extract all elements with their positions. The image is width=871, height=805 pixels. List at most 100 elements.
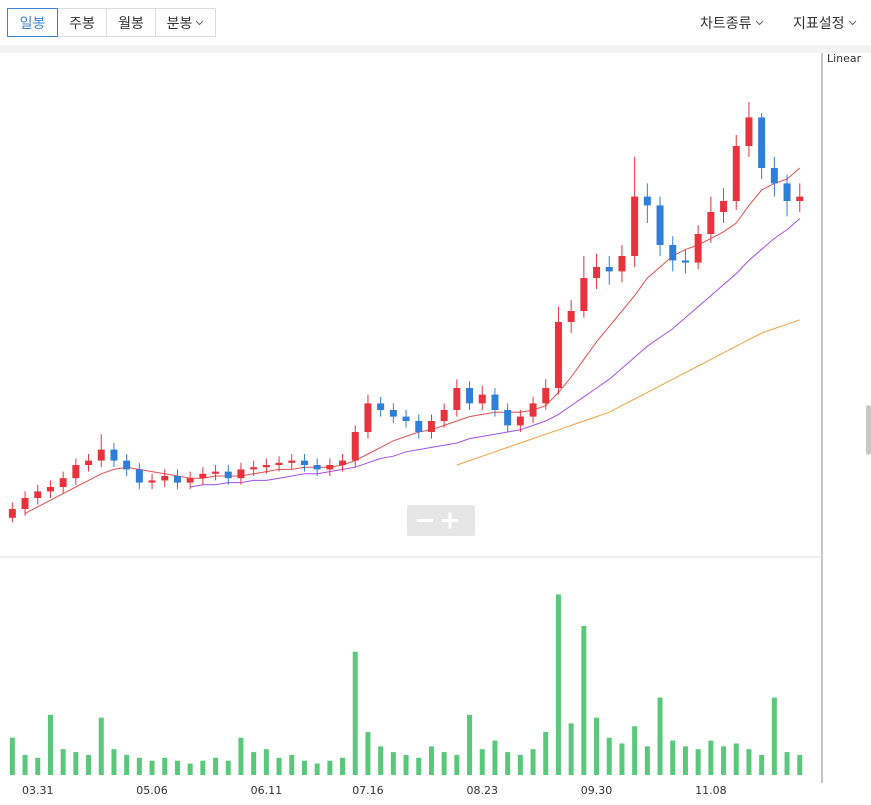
scale-label: Linear [827, 53, 862, 65]
volume-bar [708, 740, 714, 775]
candle-body [250, 467, 258, 470]
candle-body [364, 403, 372, 432]
volume-bar [492, 740, 498, 775]
volume-bar [543, 732, 549, 775]
scroll-handle[interactable] [866, 405, 871, 455]
volume-bar [187, 763, 193, 775]
chart-type-button[interactable]: 차트종류 [700, 8, 764, 37]
period-label: 일봉 [19, 15, 46, 32]
chevron [755, 20, 763, 25]
candle-body [8, 509, 16, 518]
x-tick-label: 05.06 [136, 784, 168, 797]
candle-body [605, 267, 613, 272]
volume-bar [111, 749, 117, 775]
period-button[interactable]: 분봉 [155, 8, 216, 37]
candle-body [478, 394, 486, 404]
candle-body [288, 460, 296, 463]
volume-bar [289, 754, 295, 775]
indicator-line [190, 218, 801, 488]
volume-bar [136, 757, 142, 775]
chart: 03.31 05.06 06.11 07.16 08.23 09.30 11.08 Line… [0, 53, 862, 797]
candle-body [34, 491, 42, 498]
volume-bar [505, 752, 511, 775]
candle-body [669, 245, 677, 261]
period-button[interactable]: 월봉 [106, 8, 156, 37]
candle-body [440, 410, 448, 421]
chevron [848, 20, 856, 25]
candle-body [694, 234, 702, 263]
candle-body [224, 471, 232, 479]
candle-body [275, 462, 283, 465]
toolbar: 일봉 주봉 월봉 분봉 차트종류 지표설정 [0, 0, 871, 45]
candle-body [427, 421, 435, 432]
volume-bar [47, 714, 53, 775]
candle-body [173, 476, 181, 483]
candle-body [681, 260, 689, 263]
candle-body [796, 196, 804, 201]
volume-bar [771, 697, 777, 775]
volume-bar [632, 726, 638, 775]
volume-bar [530, 749, 536, 775]
menu-label: 차트종류 [700, 15, 752, 32]
volume-bar [759, 754, 765, 775]
volume-bar [98, 717, 104, 775]
period-button[interactable]: 주봉 [57, 8, 107, 37]
volume-bar [644, 746, 650, 775]
volume-bar [479, 749, 485, 775]
volume-bar [263, 749, 269, 775]
volume-bar [441, 752, 447, 775]
volume-bar [314, 763, 320, 775]
volume-bar [403, 754, 409, 775]
volume-bar [746, 749, 752, 775]
x-tick-label: 11.08 [695, 784, 727, 797]
candle-body [402, 416, 410, 421]
volume-bar [124, 754, 130, 775]
candle-body [618, 256, 626, 272]
volume-bar [428, 746, 434, 775]
candle-body [554, 322, 562, 388]
candle-body [72, 465, 80, 479]
candle-body [59, 478, 67, 487]
volume-bar [467, 714, 473, 775]
candle-body [656, 205, 664, 245]
period-button[interactable]: 일봉 [7, 8, 58, 37]
candle-body [453, 388, 461, 410]
candle-body [148, 480, 156, 483]
volume-bar [251, 752, 257, 775]
indicator-line [456, 319, 800, 466]
x-tick-label: 09.30 [581, 784, 613, 797]
candle-body [542, 388, 550, 404]
candle-body [313, 465, 321, 470]
volume-bar [682, 746, 688, 775]
volume-bar [378, 746, 384, 775]
volume-bar [721, 746, 727, 775]
candle-body [580, 278, 588, 311]
volume-bar [568, 723, 574, 775]
x-tick-label: 07.16 [352, 784, 384, 797]
candle-body [97, 449, 105, 461]
zoom-control [407, 505, 475, 536]
volume-bar [365, 732, 371, 775]
volume-bar [73, 752, 79, 775]
candle-body [504, 410, 512, 426]
volume-bar [657, 697, 663, 775]
candle-body [707, 212, 715, 234]
x-tick-label: 08.23 [467, 784, 499, 797]
candle-body [720, 201, 728, 212]
candle-body [300, 460, 308, 465]
chevron [196, 20, 204, 25]
candle-body [389, 410, 397, 417]
candle-body [567, 311, 575, 322]
zoom-box [407, 505, 475, 536]
volume-bar [213, 757, 219, 775]
indicator-button[interactable]: 지표설정 [793, 8, 857, 37]
candle-body [466, 388, 474, 404]
candle-body [529, 403, 537, 417]
volume-bar [390, 752, 396, 775]
candle-body [123, 460, 131, 470]
candle-body [631, 196, 639, 256]
volume-bar [276, 757, 282, 775]
volume-bar [340, 757, 346, 775]
candle-body [326, 465, 334, 470]
candle-body [135, 469, 143, 483]
